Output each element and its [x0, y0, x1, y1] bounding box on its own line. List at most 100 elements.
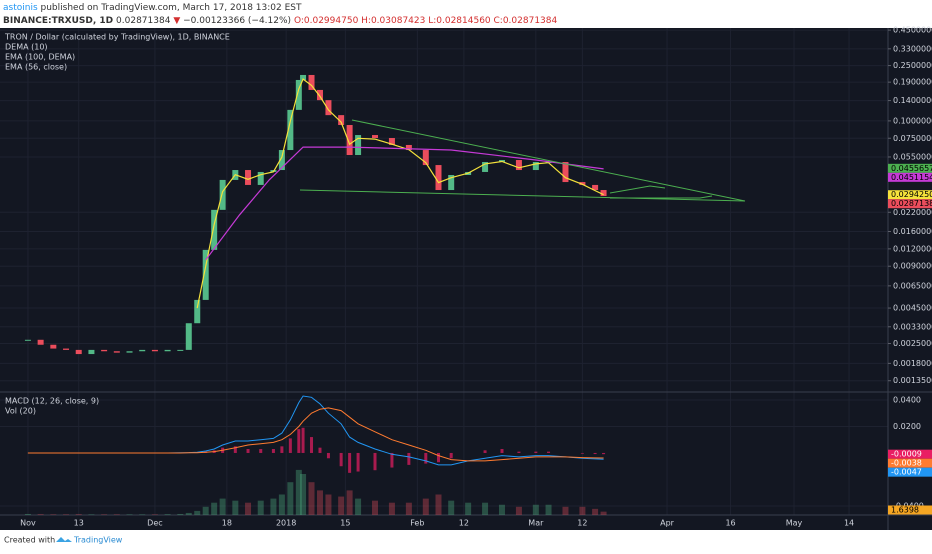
volume-bar: [38, 514, 44, 515]
volume-bar: [389, 503, 395, 515]
volume-bar: [372, 501, 378, 515]
y-tick-label: 0.33000000: [893, 44, 932, 53]
candle: [177, 350, 183, 351]
change: −0.00123366 (−4.12%): [183, 16, 291, 26]
candle: [220, 180, 226, 210]
legend-entry: Vol (20): [5, 407, 36, 416]
macd-label: -0.0009: [891, 450, 922, 459]
price-label: 0.02942504: [891, 190, 932, 199]
x-tick-label: 12: [459, 519, 469, 528]
x-tick-label: Apr: [660, 519, 675, 528]
candle: [152, 350, 158, 351]
macd-histogram-bar: [437, 453, 440, 462]
candle: [139, 350, 145, 351]
volume-bar: [165, 514, 171, 515]
volume-bar: [50, 514, 56, 515]
volume-bar: [317, 490, 323, 515]
volume-bar: [546, 505, 552, 515]
candle: [101, 350, 107, 351]
macd-histogram-bar: [450, 453, 453, 458]
volume-bar: [88, 514, 94, 515]
y-tick-label: 0.10000000: [893, 116, 932, 125]
x-tick-label: 14: [844, 519, 854, 528]
macd-histogram-bar: [602, 453, 605, 454]
price-label: 0.04511547: [891, 173, 932, 182]
y-tick-label: 0.14000000: [893, 96, 932, 105]
y-tick-label: 0.00330000: [893, 322, 932, 331]
x-tick-label: Feb: [410, 519, 424, 528]
candle: [194, 300, 200, 323]
volume-bar: [601, 512, 607, 515]
candle: [372, 135, 378, 138]
macd-histogram-bar: [484, 450, 487, 453]
y-tick-label: 0.19000000: [893, 78, 932, 87]
volume-bar: [258, 501, 264, 515]
volume-bar: [347, 490, 353, 515]
legend-entry: TRON / Dollar (calculated by TradingView…: [4, 33, 230, 42]
candle: [25, 340, 31, 341]
x-tick-label: 15: [340, 519, 350, 528]
macd-histogram-bar: [500, 449, 503, 453]
legend-entry: DEMA (10): [5, 43, 48, 52]
macd-histogram-bar: [594, 453, 597, 454]
volume-bar: [186, 513, 192, 515]
volume-bar: [516, 507, 522, 515]
footer-bg: [0, 530, 932, 550]
macd-histogram-bar: [297, 429, 300, 453]
header-line-2: BINANCE:TRXUSD, 1D 0.02871384 ▼ −0.00123…: [3, 16, 557, 26]
macd-histogram-bar: [318, 448, 321, 453]
volume-bar: [139, 514, 145, 515]
macd-histogram-bar: [390, 453, 393, 468]
volume-bar: [63, 514, 69, 515]
chart-bg: [0, 28, 932, 530]
macd-histogram-bar: [272, 449, 275, 453]
volume-bar: [76, 514, 82, 515]
volume-bar: [114, 514, 120, 515]
published: published on TradingView.com, March 17, …: [38, 3, 302, 13]
volume-label: 1.6398: [891, 506, 919, 515]
footer-brand[interactable]: TradingView: [73, 536, 123, 545]
candle: [76, 350, 82, 354]
volume-bar: [355, 499, 361, 515]
macd-histogram-bar: [374, 453, 377, 470]
macd-histogram-bar: [407, 453, 410, 465]
macd-histogram-bar: [310, 437, 313, 453]
volume-bar: [127, 514, 133, 515]
volume-bar: [533, 505, 539, 515]
price-label: 0.02871384: [891, 199, 932, 208]
macd-histogram-bar: [247, 449, 250, 453]
macd-label: -0.0038: [891, 459, 922, 468]
macd-histogram-bar: [357, 453, 360, 472]
candle: [114, 351, 120, 352]
arrow: ▼: [173, 16, 180, 26]
x-tick-label: Mar: [528, 519, 544, 528]
y-tick-label: 0.01600000: [893, 227, 932, 236]
x-tick-label: 13: [74, 519, 84, 528]
volume-bar: [152, 514, 158, 515]
macd-histogram-bar: [280, 446, 283, 453]
volume-bar: [300, 474, 306, 515]
macd-histogram-bar: [517, 452, 520, 453]
macd-histogram-bar: [424, 453, 427, 464]
macd-histogram-bar: [289, 438, 292, 453]
y-tick-label: 0.01200000: [893, 244, 932, 253]
x-tick-label: 12: [577, 519, 587, 528]
volume-bar: [562, 507, 568, 515]
volume-bar: [194, 511, 200, 515]
header-line-1: astoinis published on TradingView.com, M…: [3, 3, 302, 13]
ohlc: O:0.02994750 H:0.03087423 L:0.02814560 C…: [294, 16, 558, 26]
y-tick-label: 0.05500000: [893, 152, 932, 161]
y-tick-label: 0.02200000: [893, 208, 932, 217]
volume-bar: [232, 501, 238, 515]
candle: [50, 345, 56, 349]
y-tick-label: 0.25000000: [893, 61, 932, 70]
price-label: 0.04556577: [891, 164, 932, 173]
volume-bar: [245, 503, 251, 515]
legend-entry: EMA (100, DEMA): [5, 53, 75, 62]
volume-bar: [177, 514, 183, 515]
y-tick-label: 0.00180000: [893, 359, 932, 368]
macd-histogram-bar: [534, 452, 537, 453]
y-tick-label: 0.00250000: [893, 339, 932, 348]
